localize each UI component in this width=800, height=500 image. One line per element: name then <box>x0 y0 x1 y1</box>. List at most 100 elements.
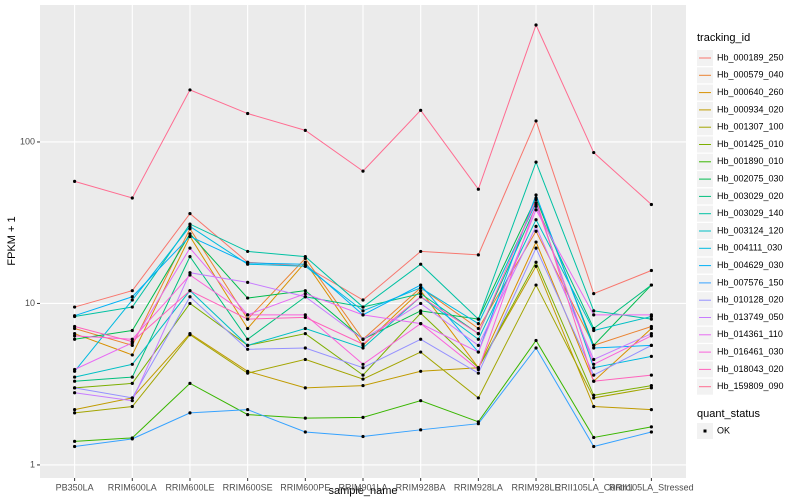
point <box>649 268 653 273</box>
point <box>649 317 653 321</box>
point <box>130 337 134 341</box>
point <box>476 253 480 257</box>
point <box>303 326 307 331</box>
point <box>73 179 77 183</box>
point <box>130 305 134 309</box>
point <box>73 305 77 309</box>
point <box>188 289 192 293</box>
point <box>130 196 134 200</box>
point <box>592 343 596 347</box>
point <box>592 444 596 449</box>
point <box>246 280 250 285</box>
point <box>130 381 134 385</box>
point <box>188 273 192 277</box>
x-tick-label: RRIM600SE <box>223 482 273 492</box>
point <box>534 23 538 27</box>
point <box>592 393 596 397</box>
point <box>130 437 134 441</box>
point <box>361 366 365 370</box>
point <box>303 128 307 132</box>
point <box>534 193 538 197</box>
legend-swatch <box>703 429 707 433</box>
point <box>649 383 653 388</box>
point <box>130 289 134 293</box>
point <box>649 354 653 359</box>
point <box>361 346 365 350</box>
point <box>130 353 134 357</box>
point <box>188 88 192 92</box>
point <box>188 333 192 337</box>
point <box>476 332 480 336</box>
point <box>188 222 192 226</box>
point <box>419 399 423 403</box>
point <box>419 301 423 306</box>
point <box>303 386 307 390</box>
point <box>476 326 480 331</box>
point <box>592 396 596 400</box>
legend-label: Hb_004111_030 <box>717 243 782 253</box>
legend-label: Hb_014361_110 <box>717 329 783 339</box>
point <box>73 314 77 318</box>
point <box>592 357 596 362</box>
y-tick-label: 10 <box>25 298 35 308</box>
point <box>592 309 596 313</box>
point <box>303 292 307 296</box>
point <box>246 347 250 351</box>
legend-label: Hb_003029_140 <box>717 208 784 218</box>
point <box>419 337 423 341</box>
point <box>476 187 480 191</box>
point <box>73 332 77 336</box>
point <box>188 246 192 250</box>
legend-label: Hb_001307_100 <box>717 122 784 132</box>
legend-label: Hb_013749_050 <box>717 312 784 322</box>
x-tick-label: RRII105LA_Stressed <box>609 482 694 492</box>
point <box>73 334 77 338</box>
point <box>361 305 365 309</box>
point <box>361 434 365 439</box>
point <box>649 386 653 390</box>
point <box>361 169 365 173</box>
point <box>419 311 423 315</box>
legend-label: Hb_001890_010 <box>717 156 784 166</box>
point <box>476 343 480 347</box>
point <box>534 202 538 207</box>
point <box>419 369 423 373</box>
point <box>246 249 250 254</box>
point <box>303 313 307 317</box>
point <box>73 367 77 372</box>
point <box>130 343 134 347</box>
legend-label: Hb_003124_120 <box>717 225 784 235</box>
point <box>476 422 480 426</box>
x-tick-label: RRIM901LA <box>338 482 387 492</box>
point <box>476 371 480 375</box>
point <box>73 337 77 341</box>
point <box>476 396 480 400</box>
point <box>419 289 423 293</box>
point <box>246 296 250 300</box>
point <box>476 317 480 321</box>
point <box>246 313 250 317</box>
point <box>592 404 596 409</box>
point <box>534 218 538 222</box>
point <box>534 283 538 287</box>
point <box>534 197 538 202</box>
point <box>130 375 134 379</box>
legend-label: Hb_000189_250 <box>717 52 784 62</box>
point <box>476 337 480 341</box>
x-tick-label: RRIM600PE <box>280 482 330 492</box>
point <box>303 332 307 336</box>
point <box>592 362 596 366</box>
point <box>246 412 250 417</box>
point <box>592 292 596 296</box>
point <box>246 343 250 347</box>
legend-label: Hb_001425_010 <box>717 139 784 149</box>
point <box>188 224 192 229</box>
point <box>130 295 134 299</box>
point <box>303 416 307 420</box>
point <box>419 292 423 296</box>
point <box>361 313 365 317</box>
legend-title: tracking_id <box>697 32 750 44</box>
point <box>649 343 653 347</box>
point <box>188 411 192 415</box>
